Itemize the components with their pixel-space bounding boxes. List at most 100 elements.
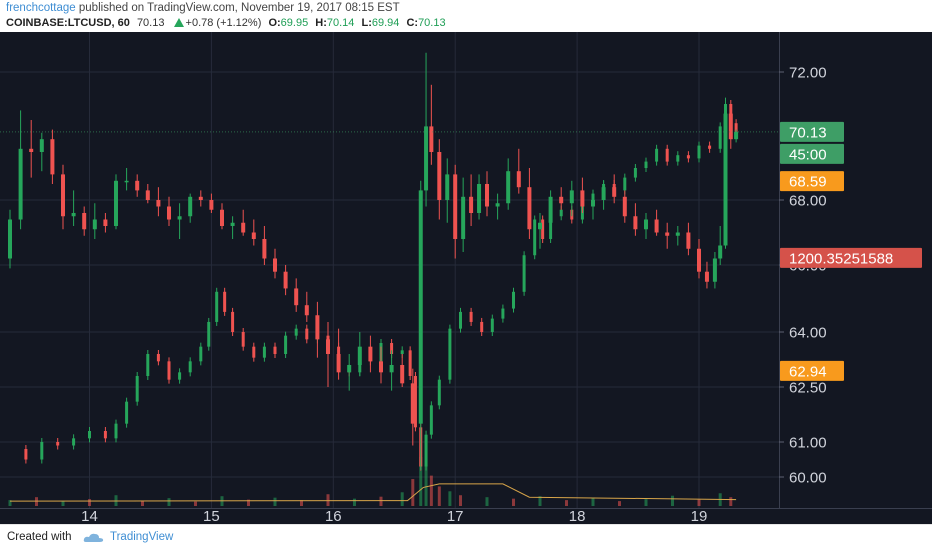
overlay-candle xyxy=(676,155,680,162)
author-link[interactable]: frenchcottage xyxy=(6,2,76,14)
high-value: 70.14 xyxy=(326,17,355,29)
overlay-candle xyxy=(665,148,669,162)
volume-bar xyxy=(247,499,250,506)
ohlc-legend: COINBASE:LTCUSD, 60 70.13 +0.78 (+1.12%)… xyxy=(6,17,446,29)
candle-body xyxy=(453,174,458,239)
overlay-candle xyxy=(305,328,309,340)
overlay-candle xyxy=(559,209,563,217)
overlay-candle xyxy=(199,346,203,362)
price-badge-label: 45:00 xyxy=(789,146,827,163)
candle-body xyxy=(633,216,638,230)
overlay-candle xyxy=(167,361,171,380)
overlay-candle xyxy=(708,145,712,149)
overlay-candle xyxy=(135,376,139,402)
candle-body xyxy=(39,139,44,152)
overlay-candle xyxy=(178,372,182,380)
y-tick-label: 64.00 xyxy=(789,325,827,342)
volume-bar xyxy=(411,479,415,506)
overlay-candle xyxy=(146,354,150,376)
candle-body xyxy=(601,187,606,200)
price-badges: 70.13 45:00 68.59 1200.35251588 62.94 xyxy=(780,121,922,381)
candle-body xyxy=(326,339,330,354)
candle-body xyxy=(336,354,341,373)
x-tick-label: 18 xyxy=(569,508,586,524)
open-value: 69.95 xyxy=(280,17,309,29)
price-badge xyxy=(780,121,844,142)
close-label: C: xyxy=(406,17,419,29)
candle-body xyxy=(262,239,267,259)
volume-pane xyxy=(8,457,737,506)
candle-body xyxy=(718,245,723,259)
candle-body xyxy=(469,196,474,213)
candle-body xyxy=(29,148,34,152)
overlay-candle xyxy=(390,343,394,354)
candles xyxy=(0,52,779,470)
candle-body xyxy=(230,222,235,226)
candle-body xyxy=(304,305,309,316)
candle-body xyxy=(209,200,214,210)
candle-body xyxy=(516,171,521,188)
overlay-candle xyxy=(114,423,118,439)
tradingview-link[interactable]: TradingView xyxy=(110,531,174,543)
volume-bar xyxy=(400,492,404,506)
candle-body xyxy=(71,213,76,217)
overlay-candle xyxy=(294,328,298,336)
overlay-candle xyxy=(686,155,690,159)
candle-body xyxy=(548,196,553,223)
volume-bar xyxy=(424,464,428,506)
candle-body xyxy=(644,219,648,230)
candle-body xyxy=(315,315,320,340)
volume-bar xyxy=(141,500,144,506)
candle-body xyxy=(697,248,701,272)
overlay-candle xyxy=(40,442,44,460)
created-with-label: Created with xyxy=(7,531,72,543)
volume-bar xyxy=(565,500,568,506)
overlay-candle xyxy=(459,311,462,329)
candle-body xyxy=(135,180,140,191)
volume-bar xyxy=(429,475,433,506)
price-badge xyxy=(780,360,844,381)
overlay-candle xyxy=(72,438,76,446)
published-text: published on TradingView.com, November 1… xyxy=(78,2,400,14)
candle-body xyxy=(591,200,595,207)
candle-body xyxy=(379,361,383,373)
volume-bar xyxy=(437,486,441,506)
candle-body xyxy=(167,206,171,220)
x-tick-label: 17 xyxy=(447,508,464,524)
time-axis[interactable]: 14 15 16 17 18 19 xyxy=(81,508,707,524)
chart-header: frenchcottage published on TradingView.c… xyxy=(0,0,932,32)
candle-body xyxy=(103,219,108,226)
candle-body xyxy=(156,200,161,207)
overlay-candle xyxy=(424,434,428,467)
tradingview-cloud-icon[interactable] xyxy=(83,532,105,544)
symbol-label: COINBASE:LTCUSD, 60 xyxy=(6,17,130,29)
candle-body xyxy=(145,190,150,200)
volume-bar xyxy=(591,498,595,506)
candle-body xyxy=(61,174,65,217)
candle-body xyxy=(734,131,739,140)
overlay-candle xyxy=(156,354,160,362)
volume-bar xyxy=(538,496,542,506)
overlay-candle xyxy=(512,291,515,309)
overlay-candle xyxy=(273,346,277,354)
candle-body xyxy=(241,222,246,233)
volume-bar xyxy=(194,501,197,506)
x-tick-label: 16 xyxy=(325,508,342,524)
overlay-candle xyxy=(241,332,245,347)
overlay-candle xyxy=(262,346,266,358)
candle-body xyxy=(424,126,429,191)
close-value: 70.13 xyxy=(418,17,446,29)
x-tick-label: 14 xyxy=(81,508,98,524)
overlay-candle xyxy=(207,321,211,347)
candle-body xyxy=(437,152,442,200)
overlay-candle xyxy=(215,291,219,322)
overlay-candle xyxy=(448,328,452,380)
candle-body xyxy=(612,187,617,197)
candle-body xyxy=(347,365,352,373)
volume-bar xyxy=(644,499,648,506)
price-badge-label: 70.13 xyxy=(789,124,827,141)
x-tick-label: 19 xyxy=(691,508,708,524)
price-badge xyxy=(780,143,844,164)
overlay-candle xyxy=(56,442,60,446)
